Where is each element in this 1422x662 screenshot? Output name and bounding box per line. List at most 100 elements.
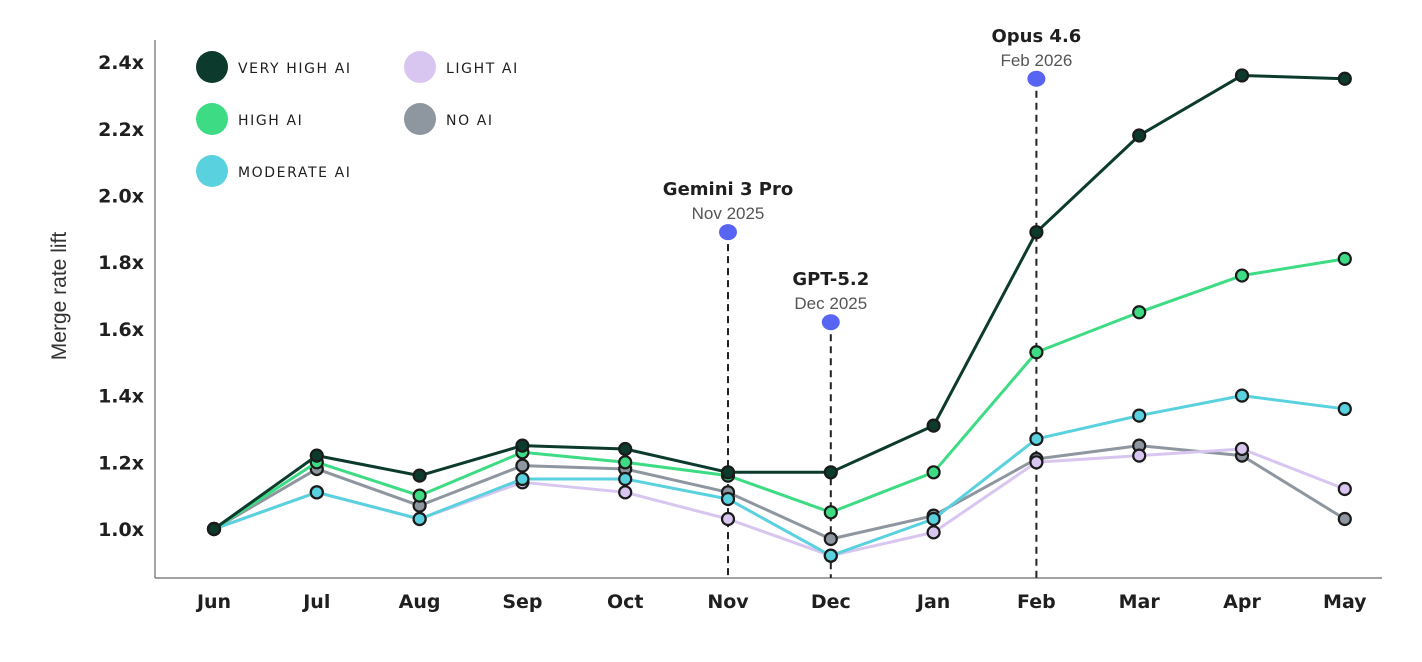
- series-light-ai: [206, 441, 1352, 563]
- x-tick-label: Oct: [607, 591, 644, 613]
- series-line-light-ai: [213, 447, 1346, 558]
- data-point-high-ai: [926, 465, 941, 480]
- legend-item-moderate-ai: MODERATE AI: [196, 155, 352, 187]
- x-tick-label: Jul: [301, 591, 330, 613]
- data-point-light-ai: [1132, 448, 1147, 463]
- annotation-title: Opus 4.6: [991, 26, 1081, 47]
- data-point-very-high-ai: [412, 468, 427, 483]
- data-point-very-high-ai: [926, 418, 941, 433]
- data-point-light-ai: [1029, 455, 1044, 470]
- data-point-light-ai: [1337, 481, 1352, 497]
- y-tick-label: 1.8x: [98, 252, 144, 274]
- x-tick-label: Jan: [915, 591, 950, 613]
- data-point-very-high-ai: [720, 465, 736, 480]
- y-axis-label: Merge rate lift: [48, 232, 71, 361]
- y-tick-label: 2.0x: [98, 186, 144, 208]
- series-line-very-high-ai: [213, 73, 1345, 531]
- annotation-marker: [1027, 70, 1046, 87]
- annotation-title: Gemini 3 Pro: [663, 179, 793, 200]
- data-point-very-high-ai: [1029, 225, 1044, 240]
- data-point-moderate-ai: [1234, 388, 1250, 403]
- data-point-very-high-ai: [1132, 128, 1147, 143]
- series-moderate-ai: [206, 388, 1352, 563]
- annotation-marker: [719, 224, 737, 241]
- data-point-very-high-ai: [618, 441, 633, 457]
- x-tick-label: Nov: [707, 591, 749, 613]
- data-point-very-high-ai: [1234, 68, 1250, 83]
- series-no-ai: [206, 438, 1352, 547]
- legend-swatch: [404, 103, 436, 135]
- x-ticks: Jun Jul Aug Sep Oct Nov Dec Jan Feb Mar Apr May: [195, 591, 1367, 613]
- y-axis-label-group: Merge rate lift: [48, 232, 71, 361]
- data-point-high-ai: [1132, 305, 1147, 320]
- annotation-date: Dec 2025: [794, 294, 867, 313]
- legend-swatch: [196, 51, 228, 83]
- legend-item-very-high-ai: VERY HIGH AI: [196, 51, 352, 83]
- data-point-no-ai: [515, 458, 530, 473]
- data-point-high-ai: [412, 488, 427, 503]
- data-point-moderate-ai: [309, 485, 324, 500]
- data-point-very-high-ai: [823, 465, 838, 480]
- data-point-moderate-ai: [926, 511, 941, 527]
- data-point-light-ai: [926, 525, 941, 540]
- series-line-high-ai: [213, 257, 1346, 531]
- y-tick-label: 1.6x: [98, 319, 144, 341]
- y-tick-label: 1.4x: [98, 386, 144, 408]
- data-point-light-ai: [618, 485, 633, 500]
- x-tick-label: Jun: [195, 591, 231, 613]
- annotation: GPT-5.2 Dec 2025: [792, 269, 869, 578]
- legend: VERY HIGH AI HIGH AI MODERATE AI LIGHT AI NO…: [196, 51, 519, 187]
- data-point-moderate-ai: [1029, 431, 1044, 447]
- x-tick-label: Mar: [1119, 591, 1161, 613]
- series-line-no-ai: [213, 444, 1346, 541]
- data-point-high-ai: [1337, 251, 1352, 266]
- legend-label: VERY HIGH AI: [238, 61, 352, 77]
- x-tick-label: May: [1323, 591, 1367, 613]
- x-tick-label: Feb: [1017, 591, 1056, 613]
- series-very-high-ai: [206, 68, 1352, 537]
- annotation-title: GPT-5.2: [792, 269, 869, 290]
- x-tick-label: Sep: [502, 591, 542, 613]
- data-point-very-high-ai: [1337, 71, 1352, 86]
- legend-item-light-ai: LIGHT AI: [404, 51, 519, 83]
- y-tick-label: 2.4x: [98, 52, 144, 74]
- y-tick-label: 1.0x: [98, 519, 144, 541]
- annotation-date: Feb 2026: [1000, 51, 1072, 70]
- legend-label: MODERATE AI: [238, 165, 352, 181]
- y-ticks: 1.0x 1.2x 1.4x 1.6x 1.8x 2.0x 2.2x 2.4x: [98, 52, 144, 541]
- data-point-light-ai: [1234, 441, 1250, 457]
- annotation-date: Nov 2025: [692, 204, 765, 223]
- data-point-very-high-ai: [309, 448, 324, 463]
- x-tick-label: Aug: [399, 591, 441, 613]
- legend-swatch: [404, 51, 436, 83]
- data-point-moderate-ai: [412, 511, 427, 527]
- data-point-moderate-ai: [1337, 401, 1352, 417]
- data-point-very-high-ai: [206, 521, 222, 537]
- series-high-ai: [206, 251, 1352, 537]
- legend-swatch: [196, 103, 228, 135]
- x-tick-label: Dec: [811, 591, 851, 613]
- data-point-no-ai: [1337, 511, 1352, 527]
- annotation: Opus 4.6 Feb 2026: [991, 26, 1081, 578]
- data-point-high-ai: [1234, 268, 1250, 283]
- legend-item-high-ai: HIGH AI: [196, 103, 303, 135]
- data-point-high-ai: [618, 455, 633, 470]
- x-tick-label: Apr: [1223, 591, 1261, 613]
- data-point-moderate-ai: [515, 471, 530, 487]
- legend-label: HIGH AI: [238, 113, 303, 129]
- series: [206, 68, 1352, 563]
- data-point-moderate-ai: [618, 471, 633, 487]
- data-point-high-ai: [1029, 345, 1044, 360]
- y-tick-label: 1.2x: [98, 452, 144, 474]
- data-point-moderate-ai: [720, 491, 736, 507]
- data-point-no-ai: [823, 531, 838, 547]
- legend-label: LIGHT AI: [446, 61, 519, 77]
- data-point-moderate-ai: [1132, 408, 1147, 423]
- data-point-moderate-ai: [823, 548, 838, 563]
- data-point-light-ai: [720, 511, 736, 527]
- series-line-moderate-ai: [213, 394, 1345, 558]
- legend-item-no-ai: NO AI: [404, 103, 492, 135]
- data-point-very-high-ai: [515, 438, 530, 453]
- annotations: Gemini 3 Pro Nov 2025 GPT-5.2 Dec 2025 Opus …: [663, 26, 1081, 578]
